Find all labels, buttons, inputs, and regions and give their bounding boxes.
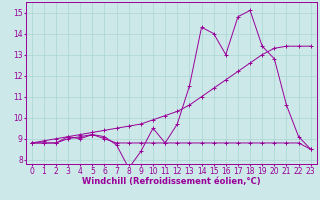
X-axis label: Windchill (Refroidissement éolien,°C): Windchill (Refroidissement éolien,°C) [82, 177, 260, 186]
